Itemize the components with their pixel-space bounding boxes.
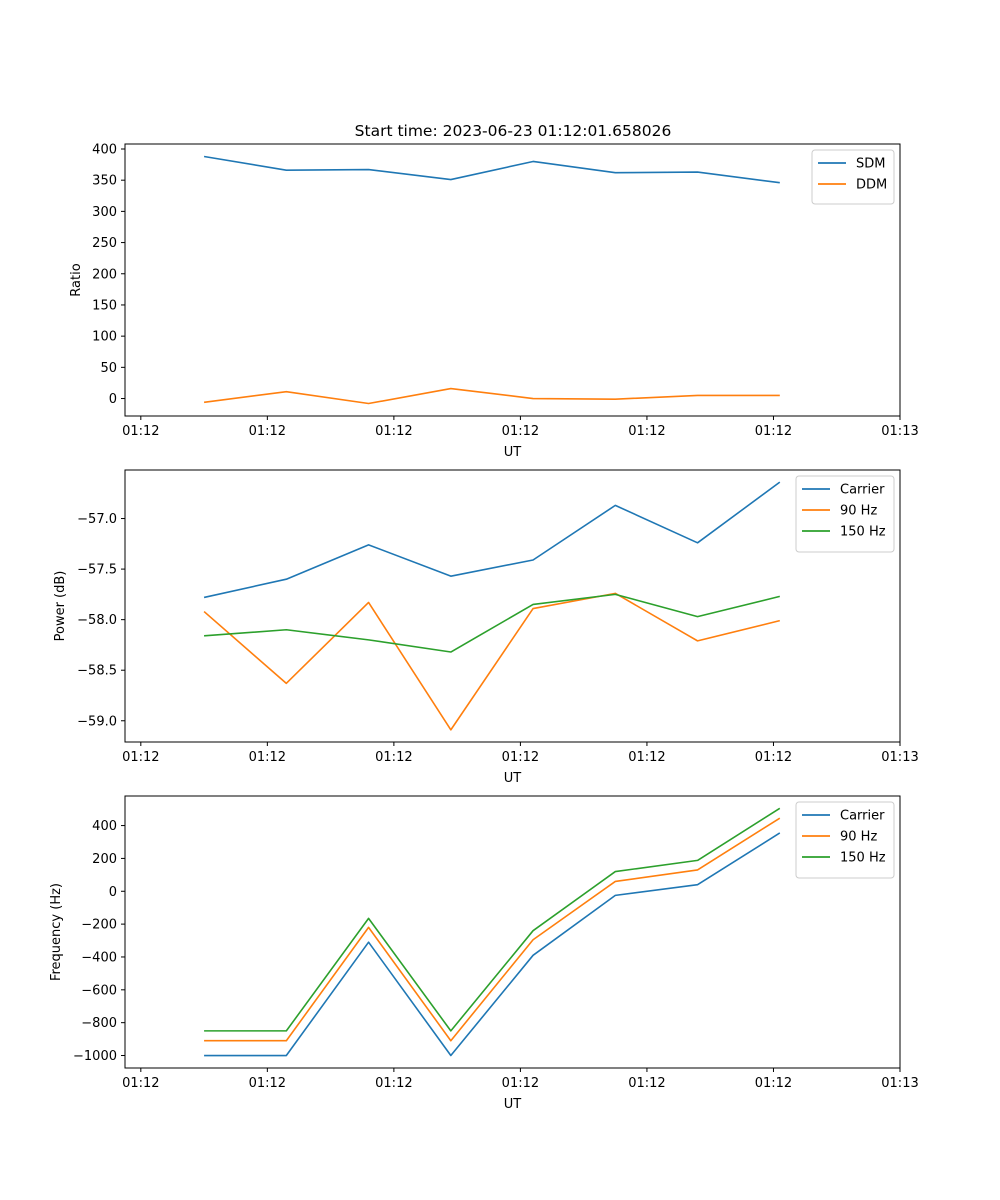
y-tick-label: −200: [81, 918, 117, 933]
x-tick-label: 01:12: [628, 750, 665, 765]
x-tick-label: 01:12: [755, 424, 792, 439]
y-tick-label: −1000: [73, 1049, 117, 1064]
x-axis-label: UT: [504, 1097, 522, 1112]
y-tick-label: 50: [100, 361, 117, 376]
x-tick-label: 01:13: [881, 750, 918, 765]
y-axis: 0 50 100 150 200 250 300 350 400 Ratio: [69, 142, 125, 407]
y-tick-label: 100: [92, 330, 117, 345]
legend-label: 150 Hz: [840, 851, 886, 866]
axes-frame: [124, 795, 901, 1069]
figure-title: Start time: 2023-06-23 01:12:01.658026: [355, 122, 672, 140]
subplot-1: 01:12 01:12 01:12 01:12 01:12 01:12 01:13 UT 0 50…: [69, 142, 919, 460]
axes-frame: [124, 143, 901, 417]
x-axis: 01:12 01:12 01:12 01:12 01:12 01:12 01:13 UT: [122, 416, 919, 460]
x-tick-label: 01:12: [502, 1076, 539, 1091]
legend: SDM DDM: [811, 149, 895, 205]
x-tick-label: 01:13: [881, 1076, 918, 1091]
y-axis-label: Ratio: [69, 263, 84, 296]
subplot-3: 01:12 01:12 01:12 01:12 01:12 01:12 01:13 UT −10…: [49, 795, 919, 1112]
series-lines: [204, 807, 781, 1057]
x-tick-label: 01:12: [502, 424, 539, 439]
x-tick-label: 01:12: [122, 424, 159, 439]
x-tick-label: 01:12: [628, 1076, 665, 1091]
y-tick-label: 400: [92, 142, 117, 157]
legend-label: SDM: [856, 157, 885, 172]
x-axis: 01:12 01:12 01:12 01:12 01:12 01:12 01:13 UT: [122, 742, 919, 786]
subplot-panels: 01:12 01:12 01:12 01:12 01:12 01:12 01:13 UT 0 50…: [49, 142, 919, 1112]
legend-label: DDM: [856, 178, 887, 193]
y-tick-label: 250: [92, 236, 117, 251]
x-tick-label: 01:12: [755, 1076, 792, 1091]
x-tick-label: 01:12: [755, 750, 792, 765]
y-tick-label: −58.5: [77, 664, 117, 679]
x-tick-label: 01:12: [375, 424, 412, 439]
y-tick-label: −58.0: [77, 613, 117, 628]
series-line-sdm: [203, 155, 780, 184]
y-axis: −59.0 −58.5 −58.0 −57.5 −57.0 Power (dB): [53, 512, 125, 729]
x-axis-label: UT: [504, 445, 522, 460]
series-line-90-hz: [203, 592, 780, 731]
y-tick-label: −57.5: [77, 563, 117, 578]
x-tick-label: 01:12: [628, 424, 665, 439]
x-tick-label: 01:12: [375, 750, 412, 765]
series-lines: [203, 155, 780, 405]
x-tick-label: 01:12: [249, 424, 286, 439]
y-tick-label: 200: [92, 267, 117, 282]
y-tick-label: 200: [92, 852, 117, 867]
subplot-2: 01:12 01:12 01:12 01:12 01:12 01:12 01:13 UT −59…: [53, 469, 919, 786]
y-tick-label: 300: [92, 205, 117, 220]
series-line-carrier: [204, 832, 781, 1057]
y-tick-label: −57.0: [77, 512, 117, 527]
y-tick-label: 150: [92, 298, 117, 313]
legend-label: Carrier: [840, 483, 885, 498]
x-tick-label: 01:12: [502, 750, 539, 765]
series-line-150-hz: [204, 593, 780, 653]
y-tick-label: −400: [81, 950, 117, 965]
legend-box: [795, 475, 895, 553]
y-tick-label: 0: [109, 392, 117, 407]
series-line-ddm: [203, 387, 780, 405]
y-tick-label: 0: [109, 885, 117, 900]
x-tick-label: 01:12: [249, 1076, 286, 1091]
axes-frame: [124, 469, 901, 743]
x-axis-label: UT: [504, 771, 522, 786]
series-lines: [203, 481, 781, 731]
legend-label: 90 Hz: [840, 830, 877, 845]
series-line-90-hz: [204, 817, 781, 1042]
legend: Carrier 90 Hz 150 Hz: [795, 475, 895, 553]
series-line-carrier: [203, 481, 781, 599]
legend-box: [795, 801, 895, 879]
y-tick-label: 350: [92, 174, 117, 189]
series-line-150-hz: [204, 807, 781, 1032]
legend-label: 90 Hz: [840, 504, 877, 519]
x-tick-label: 01:12: [122, 1076, 159, 1091]
y-tick-label: −600: [81, 983, 117, 998]
x-tick-label: 01:13: [881, 424, 918, 439]
y-axis: −1000 −800 −600 −400 −200 0 200 400 Frequency (H…: [49, 819, 125, 1064]
y-axis-label: Frequency (Hz): [49, 883, 64, 981]
legend-label: 150 Hz: [840, 525, 886, 540]
y-tick-label: −59.0: [77, 714, 117, 729]
y-axis-label: Power (dB): [53, 571, 68, 642]
x-axis: 01:12 01:12 01:12 01:12 01:12 01:12 01:13 UT: [122, 1068, 919, 1112]
legend: Carrier 90 Hz 150 Hz: [795, 801, 895, 879]
legend-label: Carrier: [840, 809, 885, 824]
x-tick-label: 01:12: [249, 750, 286, 765]
x-tick-label: 01:12: [375, 1076, 412, 1091]
x-tick-label: 01:12: [122, 750, 159, 765]
y-tick-label: 400: [92, 819, 117, 834]
y-tick-label: −800: [81, 1016, 117, 1031]
